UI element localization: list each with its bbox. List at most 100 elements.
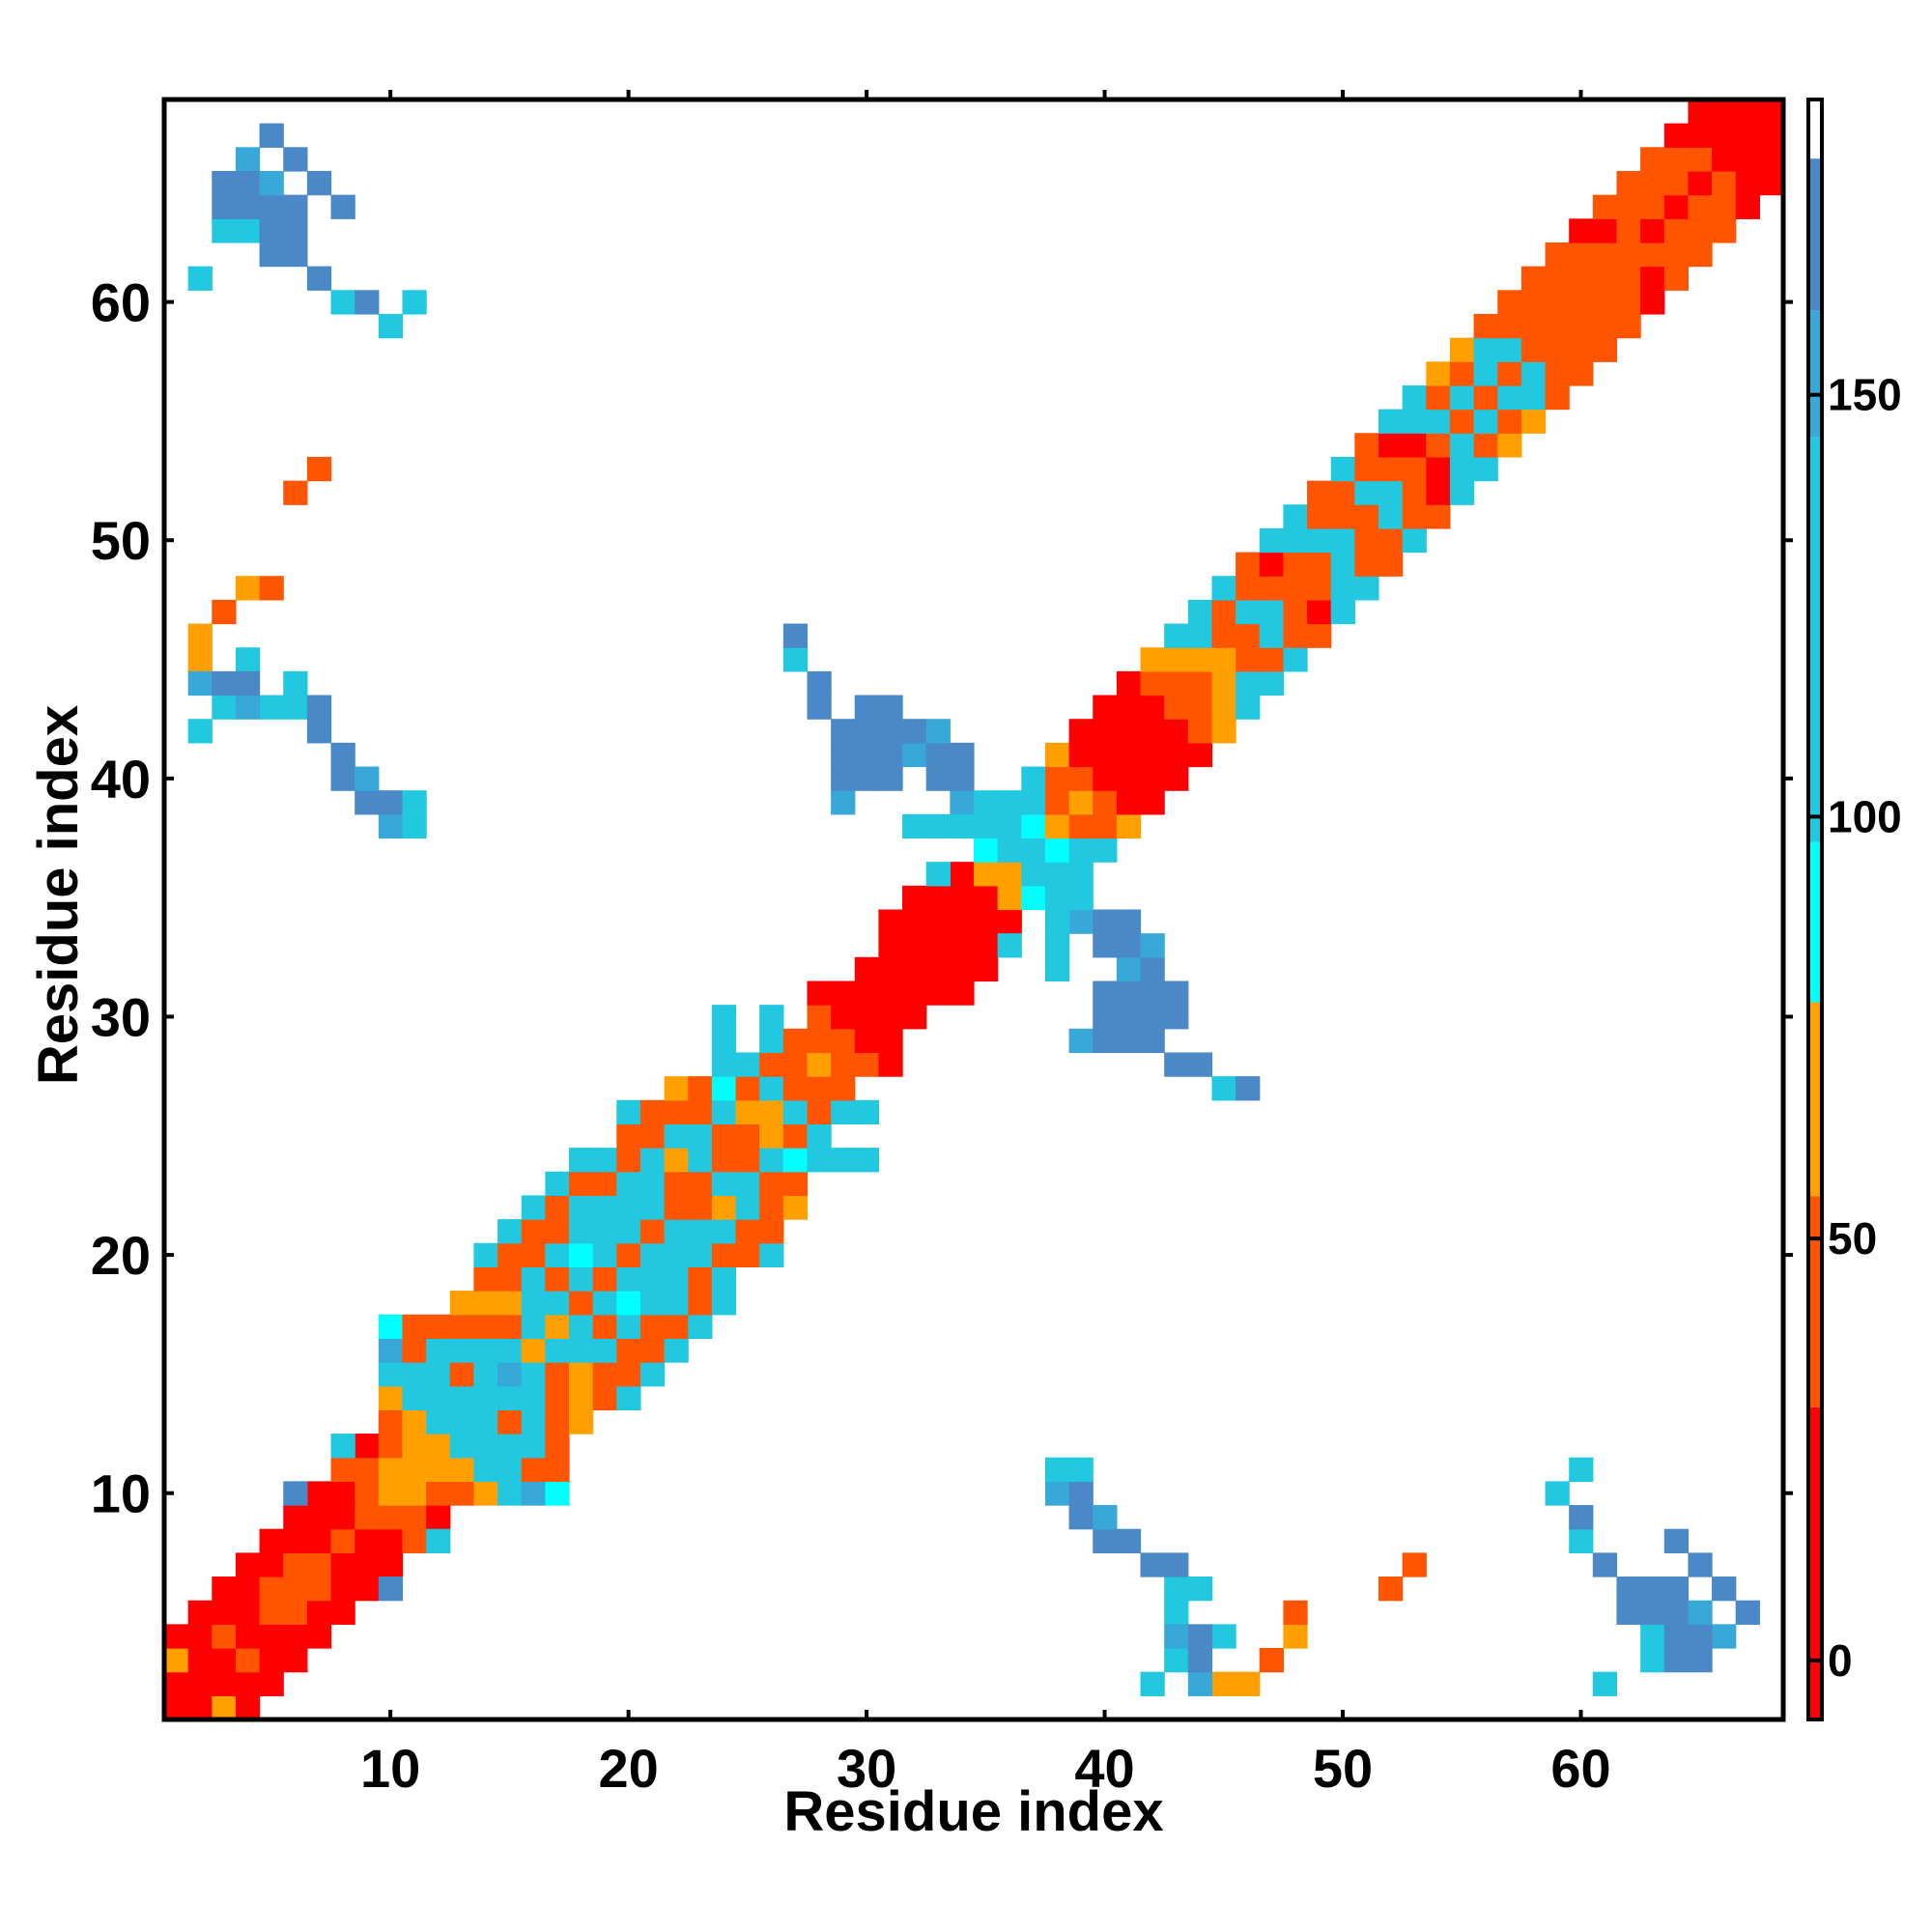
heatmap-cell xyxy=(831,1099,856,1125)
heatmap-cell xyxy=(950,766,975,791)
heatmap-cell xyxy=(807,695,832,720)
heatmap-cell xyxy=(426,1528,451,1553)
heatmap-cell xyxy=(1068,1457,1094,1482)
heatmap-cell xyxy=(1616,218,1641,243)
heatmap-cell xyxy=(1307,623,1332,648)
heatmap-cell xyxy=(449,1409,475,1435)
heatmap-cell xyxy=(1140,719,1165,744)
heatmap-cell xyxy=(1663,1600,1690,1625)
heatmap-cell xyxy=(664,1291,689,1316)
heatmap-cell xyxy=(711,1266,737,1292)
heatmap-cell xyxy=(616,1266,641,1292)
heatmap-cell xyxy=(1211,599,1236,625)
heatmap-cell xyxy=(212,670,237,696)
heatmap-cell xyxy=(735,1123,760,1149)
heatmap-cell xyxy=(306,1505,332,1530)
heatmap-cell xyxy=(664,1242,689,1268)
heatmap-cell xyxy=(449,1385,475,1410)
heatmap-cell xyxy=(688,1123,713,1149)
heatmap-cell xyxy=(1068,1505,1094,1530)
heatmap-cell xyxy=(1592,1552,1618,1577)
heatmap-cell xyxy=(711,1195,737,1220)
heatmap-cell xyxy=(1663,1528,1690,1553)
heatmap-cell xyxy=(259,218,284,243)
colorbar-tick-label: 50 xyxy=(1828,1213,1877,1264)
heatmap-cell xyxy=(283,480,308,505)
heatmap-cell xyxy=(925,742,951,768)
heatmap-cell xyxy=(1211,695,1236,720)
heatmap-cell xyxy=(235,576,261,601)
heatmap-cell xyxy=(664,1219,689,1244)
heatmap-cell xyxy=(878,1052,903,1077)
heatmap-cell xyxy=(1211,576,1236,601)
heatmap-cell xyxy=(306,456,332,482)
heatmap-cell xyxy=(1520,266,1547,291)
heatmap-cell xyxy=(426,1434,451,1459)
heatmap-cell xyxy=(1497,313,1522,339)
heatmap-cell xyxy=(521,1242,546,1268)
heatmap-cell xyxy=(1354,576,1379,601)
heatmap-cell xyxy=(1640,1648,1665,1673)
heatmap-cell xyxy=(592,1314,617,1340)
heatmap-cell xyxy=(997,885,1022,911)
heatmap-cell xyxy=(402,1457,427,1482)
heatmap-cell xyxy=(1140,742,1165,768)
heatmap-cell xyxy=(688,1148,713,1173)
heatmap-cell xyxy=(1592,242,1618,268)
heatmap-cell xyxy=(1259,647,1285,672)
heatmap-cell xyxy=(831,1148,856,1173)
heatmap-cell xyxy=(521,1314,546,1340)
heatmap-cell xyxy=(1354,480,1379,505)
heatmap-cell xyxy=(950,956,975,982)
heatmap-cell xyxy=(187,1671,213,1696)
heatmap-cell xyxy=(1592,313,1618,339)
heatmap-cell xyxy=(1140,1005,1165,1030)
heatmap-cell xyxy=(1640,242,1665,268)
heatmap-cell xyxy=(807,1005,832,1030)
heatmap-cell xyxy=(164,1624,189,1649)
heatmap-cell xyxy=(1663,1624,1690,1649)
heatmap-cell xyxy=(1259,552,1285,577)
heatmap-cell xyxy=(1093,838,1118,863)
heatmap-cell xyxy=(1140,1028,1165,1054)
heatmap-cell xyxy=(473,1457,498,1482)
heatmap-cell xyxy=(521,1291,546,1316)
heatmap-cell xyxy=(735,1195,760,1220)
heatmap-cell xyxy=(782,1195,809,1220)
heatmap-cell xyxy=(235,1552,261,1577)
heatmap-cell xyxy=(1330,504,1355,529)
heatmap-cell xyxy=(1712,147,1737,172)
heatmap-cell xyxy=(402,1314,427,1340)
heatmap-cell xyxy=(639,1148,666,1173)
heatmap-cell xyxy=(1187,1624,1213,1649)
heatmap-cell xyxy=(711,1219,737,1244)
heatmap-cell xyxy=(1211,1624,1236,1649)
heatmap-cell xyxy=(1378,409,1404,434)
heatmap-cell xyxy=(1021,838,1046,863)
heatmap-cell xyxy=(1093,790,1118,815)
heatmap-cell xyxy=(1330,456,1355,482)
heatmap-cell xyxy=(1283,1624,1308,1649)
heatmap-cell xyxy=(1116,695,1142,720)
heatmap-cell xyxy=(259,242,284,268)
heatmap-cell xyxy=(521,1362,546,1387)
heatmap-cell xyxy=(1426,409,1451,434)
heatmap-cell xyxy=(1569,1457,1594,1482)
heatmap-cell xyxy=(688,1171,713,1197)
heatmap-cell xyxy=(1473,456,1498,482)
x-tick-label: 50 xyxy=(1313,1738,1373,1799)
heatmap-cell xyxy=(1759,99,1784,125)
heatmap-cell xyxy=(759,1171,784,1197)
heatmap-cell xyxy=(1520,337,1547,362)
heatmap-cell xyxy=(639,1171,666,1197)
heatmap-cell xyxy=(1378,456,1404,482)
heatmap-cell xyxy=(283,1552,308,1577)
heatmap-cell xyxy=(831,766,856,791)
heatmap-cell xyxy=(688,1291,713,1316)
heatmap-cell xyxy=(1545,1481,1570,1506)
heatmap-cells xyxy=(164,99,1784,1720)
heatmap-cell xyxy=(616,1219,641,1244)
heatmap-cell xyxy=(1164,670,1189,696)
heatmap-cell xyxy=(283,194,308,219)
